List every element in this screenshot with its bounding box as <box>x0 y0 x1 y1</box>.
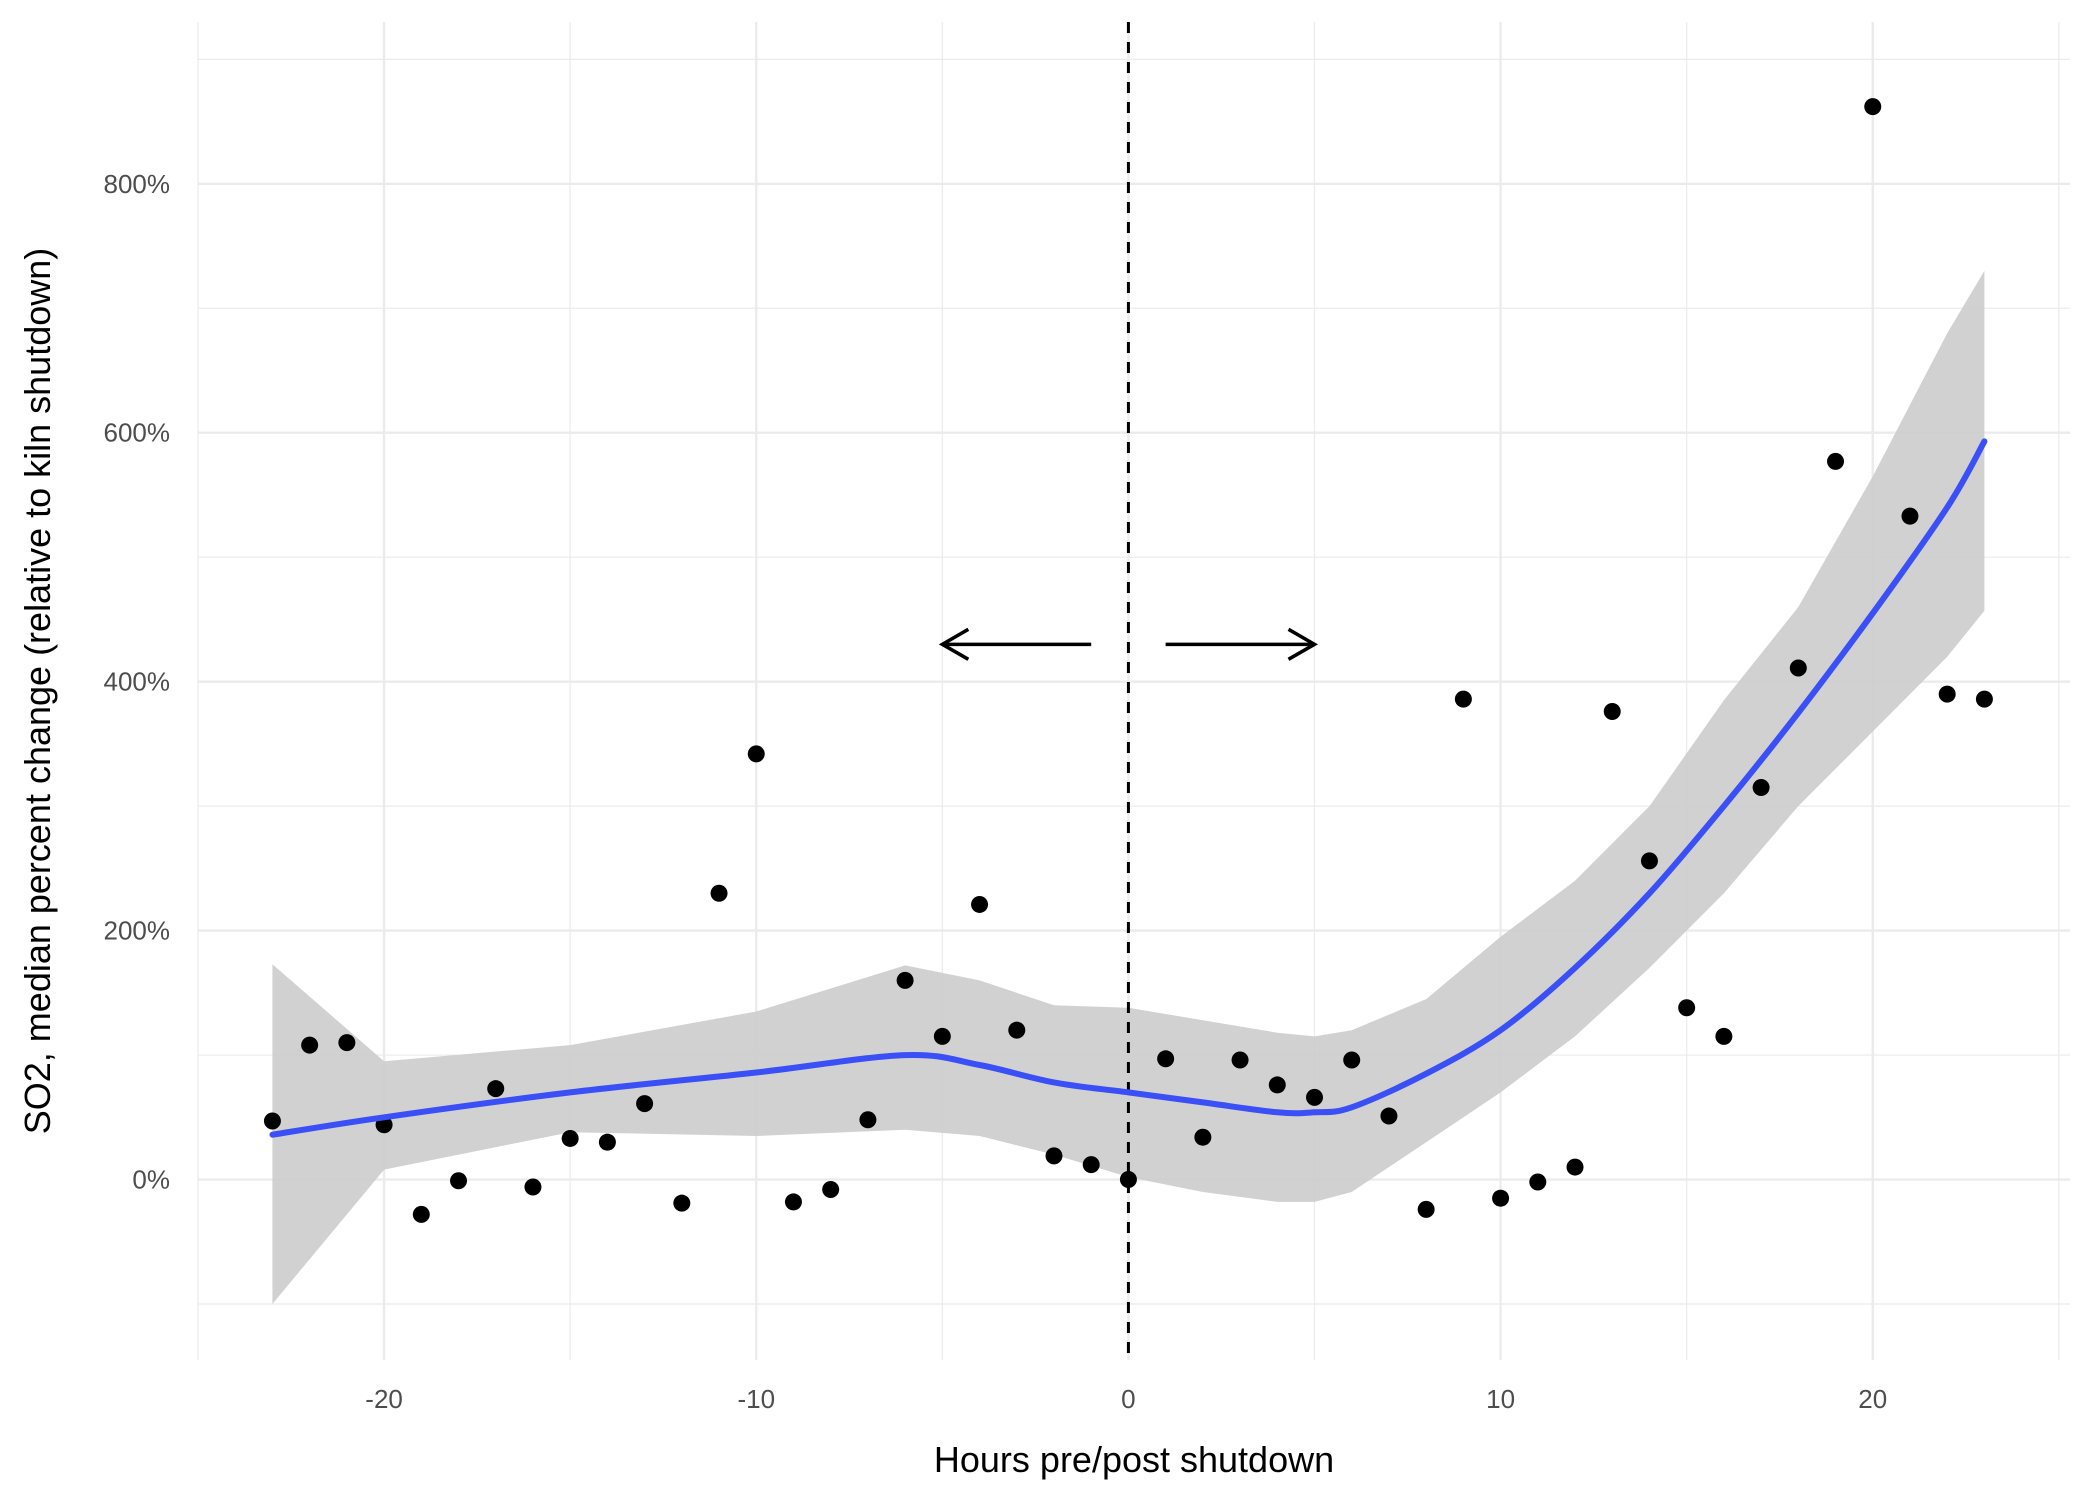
data-point <box>1752 778 1770 796</box>
data-point <box>859 1111 877 1129</box>
data-point <box>412 1205 430 1223</box>
data-point <box>1901 507 1919 525</box>
data-point <box>1380 1107 1398 1125</box>
data-point <box>1417 1200 1435 1218</box>
data-point <box>1566 1158 1584 1176</box>
data-point <box>1454 690 1472 708</box>
data-point <box>524 1178 542 1196</box>
data-point <box>710 884 728 902</box>
data-point <box>263 1112 281 1130</box>
data-point <box>301 1036 319 1054</box>
data-point <box>1306 1088 1324 1106</box>
data-point <box>896 971 914 989</box>
data-point <box>598 1133 616 1151</box>
minor-gridlines <box>197 22 2070 1360</box>
data-point <box>1529 1173 1547 1191</box>
data-point <box>1268 1076 1286 1094</box>
data-points <box>263 98 1993 1223</box>
y-tick-label: 600% <box>104 418 171 448</box>
data-point <box>971 895 989 913</box>
y-axis-title: SO2, median percent change (relative to … <box>17 248 58 1134</box>
data-point <box>747 745 765 763</box>
x-tick-label: -20 <box>365 1384 403 1414</box>
y-axis-tick-labels: 0% 200% 400% 600% 800% <box>104 169 171 1195</box>
confidence-ribbon <box>272 270 1985 1304</box>
x-axis-title: Hours pre/post shutdown <box>934 1439 1334 1480</box>
direction-arrows <box>938 627 1319 661</box>
data-point <box>636 1095 654 1113</box>
data-point <box>1678 999 1696 1017</box>
data-point <box>1789 659 1807 677</box>
x-tick-label: 10 <box>1486 1384 1515 1414</box>
data-point <box>1231 1051 1249 1069</box>
data-point <box>1194 1128 1212 1146</box>
data-point <box>1157 1050 1175 1068</box>
data-point <box>1715 1027 1733 1045</box>
y-tick-label: 0% <box>132 1165 170 1195</box>
data-point <box>561 1129 579 1147</box>
x-tick-label: -10 <box>737 1384 775 1414</box>
data-point <box>1938 685 1956 703</box>
y-tick-label: 400% <box>104 667 171 697</box>
data-point <box>450 1172 468 1190</box>
data-point <box>822 1180 840 1198</box>
x-tick-label: 20 <box>1858 1384 1887 1414</box>
smooth-trend-line <box>269 438 1988 1138</box>
y-tick-label: 200% <box>104 916 171 946</box>
data-point <box>1827 452 1845 470</box>
data-point <box>338 1034 356 1052</box>
data-point <box>1492 1189 1510 1207</box>
data-point <box>673 1194 691 1212</box>
data-point <box>933 1027 951 1045</box>
data-point <box>1045 1147 1063 1165</box>
x-axis-tick-labels: -20 -10 0 10 20 <box>365 1384 1887 1414</box>
data-point <box>1864 98 1882 116</box>
data-point <box>1008 1021 1026 1039</box>
data-point <box>1119 1171 1137 1189</box>
data-point <box>1082 1156 1100 1174</box>
x-tick-label: 0 <box>1121 1384 1135 1414</box>
data-point <box>1343 1051 1361 1069</box>
data-point <box>1640 852 1658 870</box>
data-point <box>1975 690 1993 708</box>
left-arrow-head <box>938 627 970 661</box>
data-point <box>487 1080 505 1098</box>
y-tick-label: 800% <box>104 169 171 199</box>
right-arrow-head <box>1287 627 1319 661</box>
data-point <box>784 1193 802 1211</box>
data-point <box>1603 703 1621 721</box>
